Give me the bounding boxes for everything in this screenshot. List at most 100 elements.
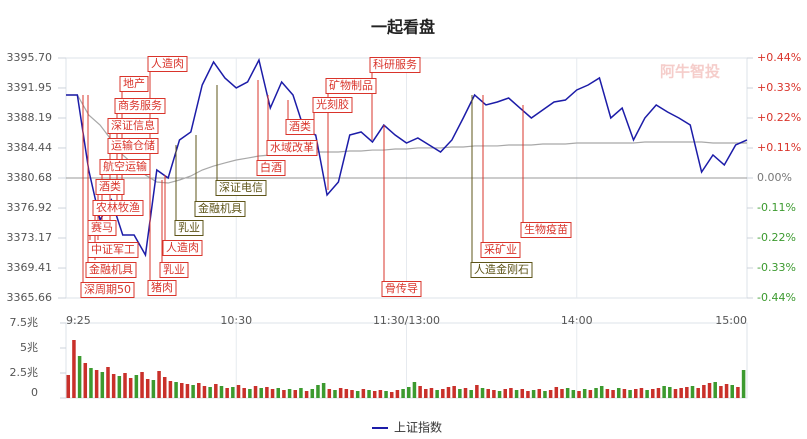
annotation-box [266,140,318,156]
volume-bar [185,384,190,398]
annotation-label: 深周期50 [84,283,131,296]
volume-bar [407,387,411,398]
volume-bar [83,363,88,398]
volume-bar [401,389,405,398]
volume-bar [157,371,161,398]
annotation-box [147,280,177,296]
x-tick-label: 9:25 [66,314,91,327]
volume-bar [560,389,564,398]
annotation-box [159,262,189,278]
annotation-box [162,240,203,256]
volume-bar [628,390,632,398]
volume-bar [378,390,383,398]
volume-bar [616,388,621,398]
volume-bar [611,390,615,398]
volume-bar [452,386,456,398]
volume-bar [384,391,388,398]
annotation-box [87,220,117,236]
volume-bar [469,390,473,398]
volume-bar [350,390,354,398]
annotation-box [381,281,422,297]
volume-bar [117,376,122,398]
volume-bar [259,388,263,398]
annotation-label: 商务服务 [118,98,162,112]
chart-title: 一起看盘 [371,18,435,37]
volume-bar [66,375,71,398]
annotation-label: 科研服务 [373,57,417,71]
annotation-box [312,97,353,113]
volume-bar [191,385,195,398]
volume-bar [463,388,468,398]
y2-tick-label: -0.22% [757,231,796,244]
volume-bar [673,389,678,398]
volume-bar [424,389,428,398]
volume-bar [140,372,144,398]
volume-bar [225,388,229,398]
annotation-label: 生物疫苗 [524,222,568,236]
volume-bar [344,389,349,398]
volume-bar [316,385,320,398]
volume-bar [520,389,525,398]
volume-bar [180,383,184,398]
volume-bar [106,367,110,398]
volume-bar [503,389,507,398]
annotation-label: 采矿业 [484,243,517,256]
annotation-box [215,180,267,196]
x-tick-label: 10:30 [220,314,252,327]
volume-bar [656,388,661,398]
volume-bar [299,388,303,398]
annotation-label: 骨传导 [385,282,418,295]
y-tick-label: 3380.68 [7,171,53,184]
y-tick-label: 3384.44 [7,141,53,154]
volume-bar [242,388,246,398]
volume-bar [639,388,644,398]
y-tick-label: 2.5兆 [10,366,39,379]
annotation-box [520,222,572,238]
volume-bar [145,379,150,398]
annotation-box [194,201,246,217]
annotation-label: 人造肉 [151,56,184,70]
volume-bar [361,389,366,398]
volume-bar [338,388,343,398]
volume-bar [565,388,570,398]
volume-bar [321,383,326,398]
y2-tick-label: -0.33% [757,261,796,274]
annotation-label: 航空运输 [103,159,147,173]
x-tick-label: 15:00 [715,314,747,327]
watermark: 阿牛智投 [660,63,720,81]
volume-bar [645,390,649,398]
volume-bar [543,391,547,398]
annotation-box [480,242,521,258]
annotation-label: 人造金刚石 [474,262,529,276]
volume-bar [514,390,519,398]
y-tick-label: 3376.92 [7,201,53,214]
annotation-label: 光刻胶 [316,97,349,111]
annotation-box [87,242,139,258]
y2-tick-label: 0.00% [757,171,792,184]
annotation-label: 深证信息 [111,118,155,132]
annotation-box [470,262,533,278]
y-tick-label: 0 [31,386,38,399]
annotation-label: 矿物制品 [329,78,373,92]
volume-bar [696,388,700,398]
annotation-box [107,118,159,134]
y-tick-label: 3373.17 [7,231,53,244]
annotation-label: 酒类 [99,179,121,193]
annotation-box [114,98,166,114]
annotation-label: 地产 [123,76,145,90]
volume-bar [429,388,434,398]
legend-label: 上证指数 [394,420,442,435]
volume-bar [719,386,723,398]
volume-bar [231,387,235,398]
y2-tick-label: +0.44% [757,51,801,64]
annotation-label: 深证电信 [219,181,263,194]
average-line [66,94,747,184]
volume-bar [526,391,530,398]
annotation-box [369,57,421,73]
annotation-box [147,56,188,72]
annotation-box [99,159,151,175]
volume-bar [509,388,513,398]
annotation-label: 酒类 [289,119,311,133]
y-tick-label: 3391.95 [7,81,53,94]
volume-bar [702,385,706,398]
